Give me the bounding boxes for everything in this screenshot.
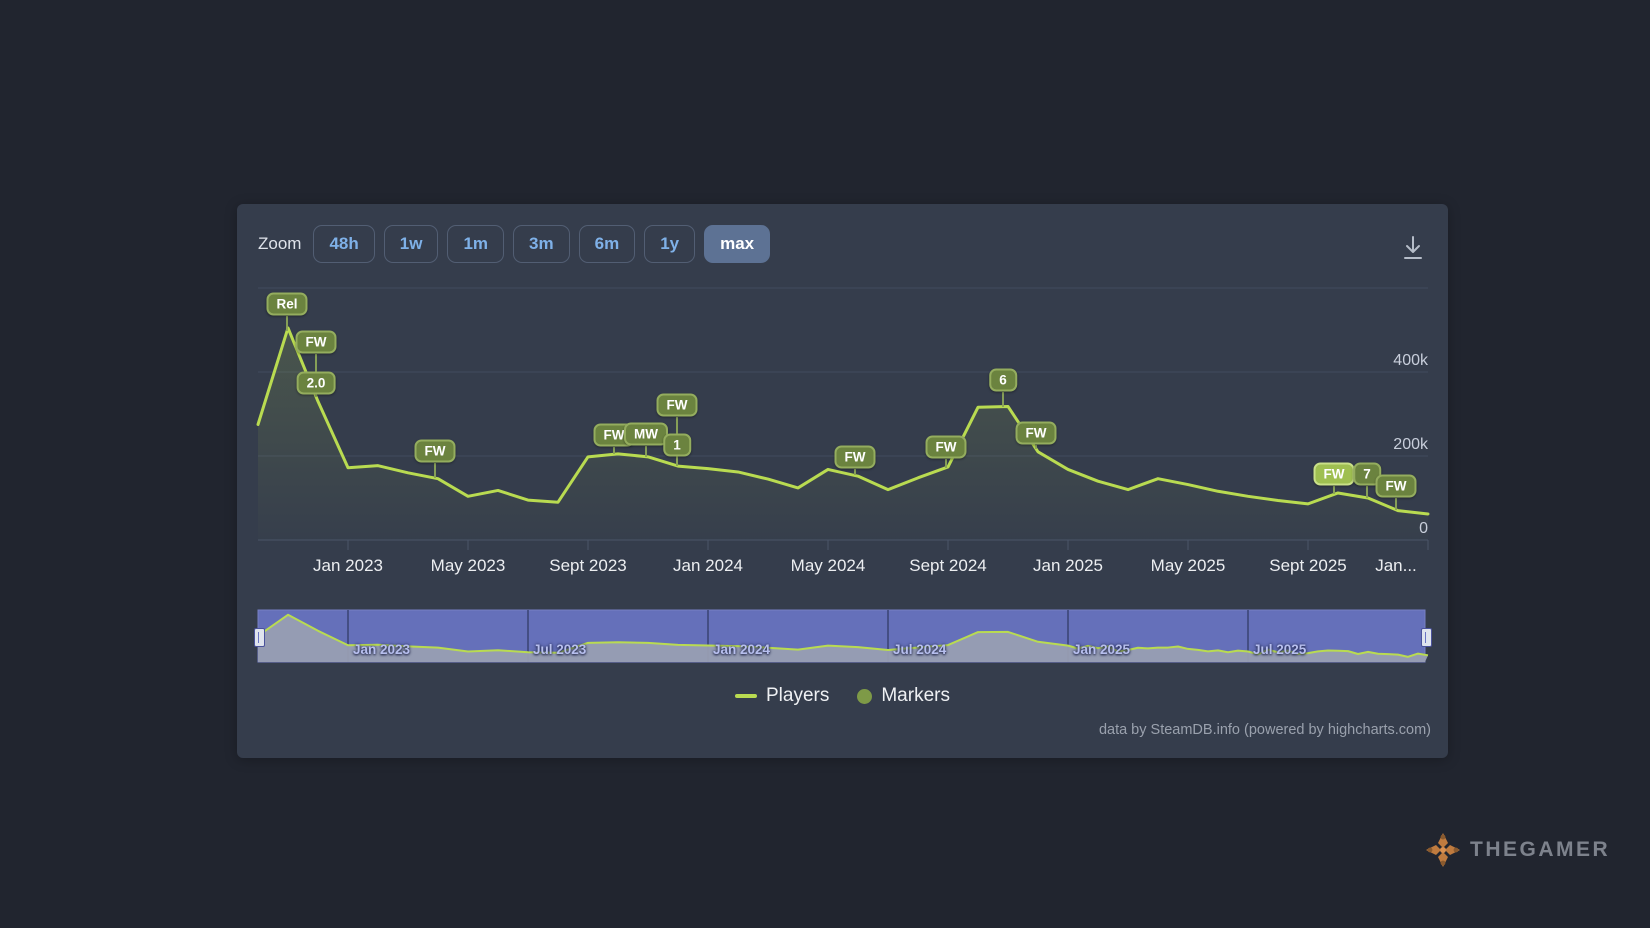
- zoom-range-button-max[interactable]: max: [704, 225, 771, 263]
- chart-panel: Zoom 48h 1w 1m 3m 6m 1y max 400k 200k 0 Jan 2023 M…: [237, 204, 1448, 758]
- x-axis-label: May 2025: [1150, 556, 1226, 575]
- thegamer-watermark: THEGAMER: [1424, 831, 1610, 869]
- x-axis-label: Jan 2025: [1033, 556, 1103, 575]
- marker-stem: [286, 316, 288, 332]
- marker-stem: [945, 459, 947, 468]
- y-axis-label: 0: [1419, 520, 1428, 537]
- marker-stem: [1333, 486, 1335, 495]
- zoom-toolbar: Zoom 48h 1w 1m 3m 6m 1y max: [258, 225, 771, 263]
- x-axis-label: May 2024: [790, 556, 866, 575]
- navigator-axis-label: Jul 2023: [533, 642, 587, 657]
- event-marker-flag[interactable]: FW: [1015, 421, 1057, 445]
- navigator-axis-label: Jan 2023: [353, 642, 411, 657]
- marker-stem: [645, 446, 647, 457]
- y-axis-label: 400k: [1393, 352, 1428, 369]
- x-axis-label: Sept 2023: [549, 556, 627, 575]
- players-line-swatch: [735, 694, 757, 698]
- legend-markers-label: Markers: [881, 685, 950, 706]
- y-axis-label: 200k: [1393, 436, 1428, 453]
- navigator-axis-label: Jul 2024: [893, 642, 947, 657]
- navigator-axis-label: Jan 2024: [713, 642, 771, 657]
- event-marker-flag[interactable]: 6: [989, 368, 1017, 392]
- event-marker-flag[interactable]: FW: [1313, 462, 1355, 486]
- marker-stem: [1035, 445, 1037, 449]
- thegamer-logo-icon: [1426, 833, 1460, 867]
- event-marker-flag[interactable]: FW: [925, 435, 967, 459]
- navigator-area: [258, 614, 1428, 662]
- thegamer-logo-text: THEGAMER: [1470, 838, 1611, 861]
- navigator-right-handle[interactable]: [1421, 628, 1432, 647]
- x-axis-label: Sept 2025: [1269, 556, 1347, 575]
- chart-canvas[interactable]: [237, 204, 1448, 758]
- zoom-range-button-3m[interactable]: 3m: [513, 225, 570, 263]
- x-axis-label: Sept 2024: [909, 556, 987, 575]
- players-area: [258, 327, 1428, 540]
- event-marker-flag[interactable]: 2.0: [296, 371, 336, 395]
- marker-stem: [1366, 486, 1368, 498]
- event-marker-flag[interactable]: 7: [1353, 462, 1381, 486]
- zoom-range-button-6m[interactable]: 6m: [578, 225, 636, 263]
- navigator-left-handle[interactable]: [254, 628, 265, 647]
- download-icon: [1404, 236, 1422, 259]
- marker-stem: [1002, 392, 1004, 407]
- event-marker-flag[interactable]: Rel: [266, 292, 308, 316]
- zoom-buttons-group: 48h 1w 1m 3m 6m 1y max: [313, 225, 771, 263]
- event-marker-flag[interactable]: FW: [1375, 474, 1417, 498]
- zoom-label: Zoom: [258, 234, 302, 253]
- marker-stem: [854, 469, 856, 476]
- x-axis-label: Jan 2024: [673, 556, 743, 575]
- marker-stem: [1395, 498, 1397, 510]
- download-button[interactable]: [1401, 234, 1425, 266]
- markers-dot-swatch: [857, 688, 873, 704]
- x-axis-label: Jan 2023: [313, 556, 383, 575]
- zoom-range-button-48h[interactable]: 48h: [313, 225, 375, 263]
- event-marker-flag[interactable]: 1: [663, 433, 691, 457]
- event-marker-flag[interactable]: FW: [656, 393, 698, 417]
- chart-legend: Players Markers: [237, 685, 1448, 707]
- marker-stem: [676, 457, 678, 466]
- event-marker-flag[interactable]: FW: [834, 445, 876, 469]
- event-marker-flag[interactable]: MW: [624, 422, 668, 446]
- marker-stem: [613, 447, 615, 455]
- x-axis-label: May 2023: [430, 556, 506, 575]
- legend-players-label: Players: [766, 685, 830, 706]
- navigator-axis-label: Jan 2025: [1073, 642, 1131, 657]
- navigator-axis-label: Jul 2025: [1253, 642, 1307, 657]
- event-marker-flag[interactable]: FW: [414, 439, 456, 463]
- zoom-range-button-1w[interactable]: 1w: [383, 225, 439, 263]
- marker-stem: [315, 395, 317, 397]
- legend-item-players[interactable]: Players: [735, 685, 829, 707]
- zoom-range-button-1y[interactable]: 1y: [644, 225, 696, 263]
- chart-credits[interactable]: data by SteamDB.info (powered by highcha…: [1098, 722, 1431, 738]
- x-axis-label: Jan...: [1375, 556, 1417, 575]
- legend-item-markers[interactable]: Markers: [857, 685, 950, 707]
- marker-stem: [434, 463, 436, 479]
- zoom-range-button-1m[interactable]: 1m: [447, 225, 505, 263]
- event-marker-flag[interactable]: FW: [295, 330, 337, 354]
- navigator-line: [257, 613, 1429, 658]
- players-line: [256, 326, 1430, 516]
